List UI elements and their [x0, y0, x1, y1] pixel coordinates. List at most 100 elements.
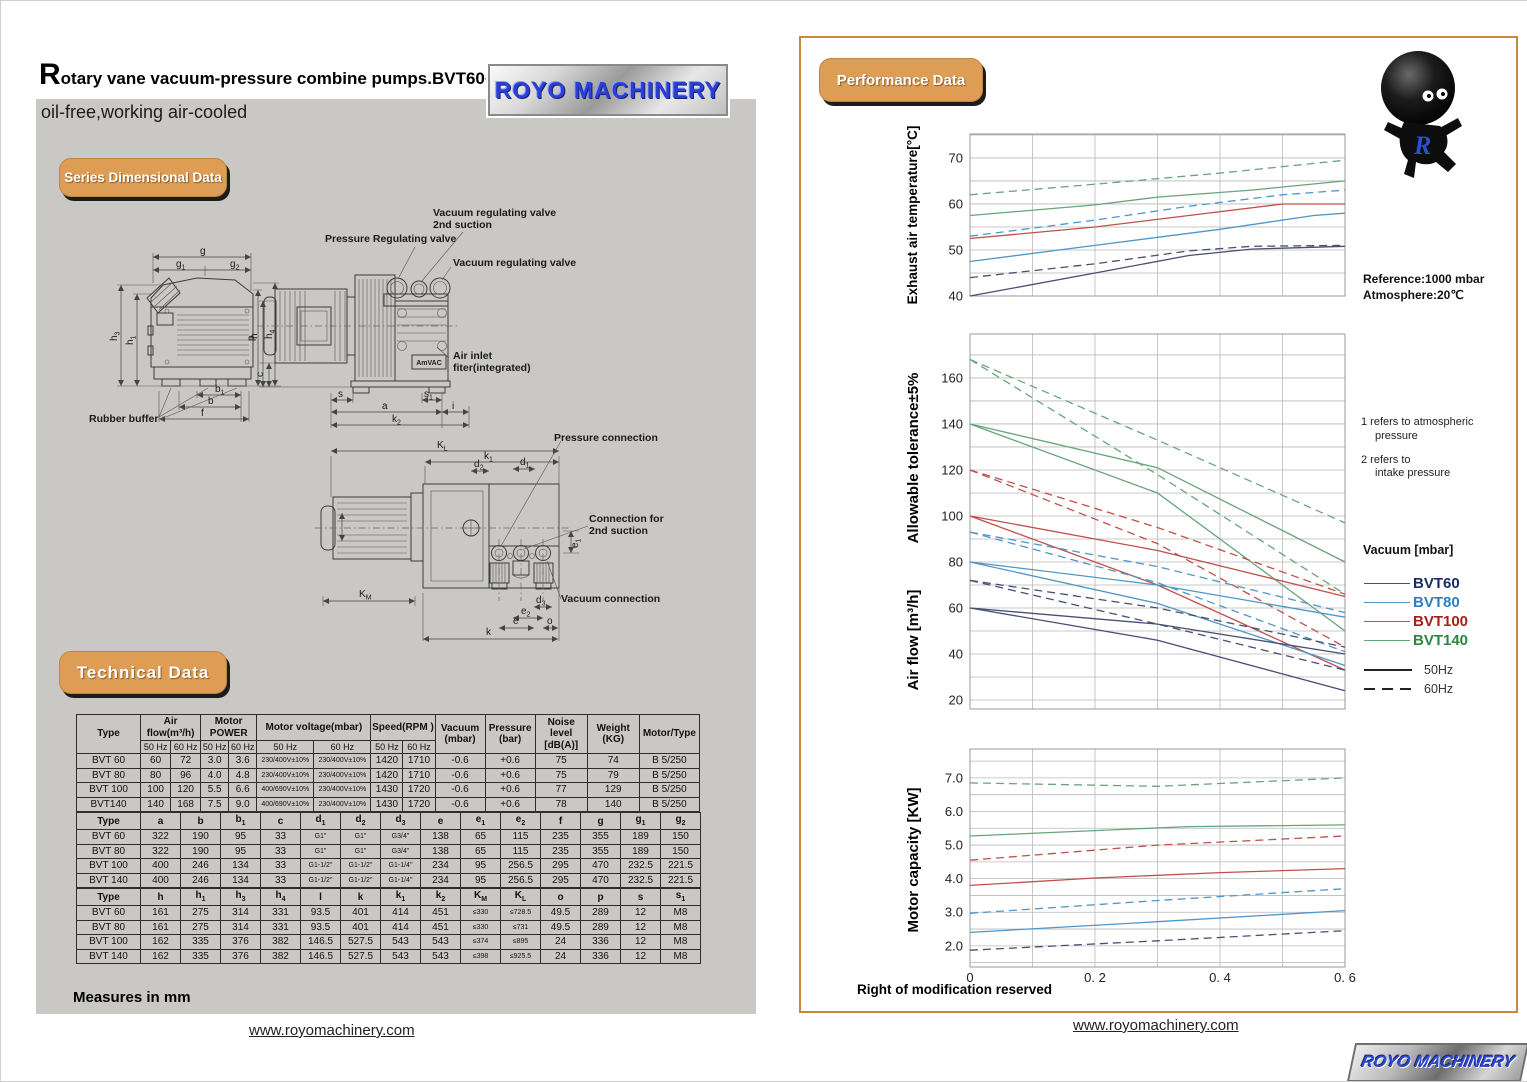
y-tick-label: 7.0 — [945, 770, 963, 785]
dimension-label: c — [255, 372, 266, 377]
table-cell: 336 — [580, 948, 621, 965]
table-cell: 162 — [140, 948, 181, 965]
table-cell: 1430 — [370, 782, 404, 798]
dimension-label: e1 — [570, 538, 583, 548]
table-cell: -0.6 — [434, 782, 486, 798]
website-link-left[interactable]: www.royomachinery.com — [249, 1022, 415, 1039]
table-cell: 146.5 — [300, 948, 341, 965]
table-cell: 75 — [534, 767, 588, 784]
table-cell: 9.0 — [228, 796, 258, 813]
dimension-label: e2 — [521, 606, 531, 619]
table-header-cell: d3 — [380, 812, 421, 831]
dimension-label: KL — [437, 440, 448, 453]
series-bvt140-60hz — [969, 159, 1346, 196]
table-row: BVT 60 322 190 95 33 G1" G1" G3/4" 138 65 115 235 35… — [76, 829, 701, 845]
table-cell: 150 — [660, 829, 701, 845]
table-cell: BVT 80 — [76, 843, 141, 860]
table-cell: 189 — [620, 843, 661, 860]
series-bvt80-60hz-curve1 — [969, 531, 1346, 614]
table-cell: M8 — [660, 905, 701, 921]
table-cell: 79 — [586, 767, 640, 784]
table-cell: G1-1/4" — [380, 872, 421, 889]
technical-data-header: Technical Data — [59, 651, 227, 694]
table-cell: 400/690V±10% — [256, 796, 315, 813]
dimension-label: k — [486, 627, 492, 638]
table-cell: BVT 60 — [75, 753, 142, 769]
series-bvt80-60hz — [969, 189, 1346, 237]
table-cell: 230/400V±10% — [313, 796, 372, 813]
dimension-label: h4 — [264, 329, 277, 339]
y-tick-label: 2.0 — [945, 938, 963, 953]
table-cell: 189 — [620, 829, 661, 845]
table-cell: 295 — [540, 858, 581, 874]
drawing-callout: 2nd suction — [589, 525, 648, 537]
y-tick-label: 20 — [949, 693, 963, 708]
table-header-cell: e — [420, 812, 461, 831]
table-header-cell: k2 — [420, 888, 461, 907]
table-cell: 401 — [340, 919, 381, 936]
table-header-cell: c — [260, 812, 301, 831]
table-row: BVT 80 80 96 4.0 4.8 230/400V±10% 230/400V±10%… — [75, 767, 701, 784]
table-cell: 95 — [460, 872, 501, 889]
website-link-right[interactable]: www.royomachinery.com — [1073, 1017, 1239, 1034]
y-tick-label: 100 — [941, 508, 963, 523]
table-row: BVT 140 162 335 376 382 146.5 527.5 543 543 ≤398 ≤… — [76, 948, 701, 965]
table-cell: 138 — [420, 829, 461, 845]
table-cell: 543 — [420, 934, 461, 950]
table-header-cell: k1 — [380, 888, 421, 907]
brand-logo-plate: ROYO MACHINERY — [488, 64, 728, 116]
table-header-cell: h1 — [180, 888, 221, 907]
series-bvt140-60hz-curve2 — [969, 358, 1346, 595]
table-cell: 355 — [580, 843, 621, 860]
table-cell: 322 — [140, 829, 181, 845]
table-cell: 146.5 — [300, 934, 341, 950]
table-cell: 230/400V±10% — [313, 767, 372, 784]
table-cell: BVT 100 — [76, 858, 141, 874]
table-header-cell: b — [180, 812, 221, 831]
table-cell: 1720 — [402, 782, 436, 798]
table-cell: B 5/250 — [638, 782, 701, 798]
table-cell: 470 — [580, 872, 621, 889]
table-cell: G1" — [340, 843, 381, 860]
table-cell: 77 — [534, 782, 588, 798]
page-subtitle: oil-free,working air-cooled — [41, 102, 248, 122]
drawing-callout: Vacuum connection — [561, 593, 660, 605]
table-header-cell: f — [540, 812, 581, 831]
table-cell: BVT 80 — [76, 919, 141, 936]
table-cell: -0.6 — [434, 753, 486, 769]
pump-top-view — [315, 440, 589, 642]
table-header-cell: KM — [460, 888, 501, 907]
table-cell: BVT 140 — [76, 872, 141, 889]
table-cell: 230/400V±10% — [256, 753, 315, 769]
table-cell: 3.6 — [228, 753, 258, 769]
table-header-cell: s1 — [660, 888, 701, 907]
table-cell: 93.5 — [300, 919, 341, 936]
legend-title: Vacuum [mbar] — [1363, 543, 1454, 557]
table-cell: 50 Hz — [370, 739, 404, 755]
table-cell: 230/400V±10% — [313, 782, 372, 798]
dimension-label: d3 — [536, 595, 546, 608]
table-cell: 331 — [260, 905, 301, 921]
table-cell: 400 — [140, 872, 181, 889]
table-cell: 93.5 — [300, 905, 341, 921]
table-cell: 5.5 — [200, 782, 230, 798]
dimension-label: KM — [359, 589, 372, 602]
brand-logo-bottom: ROYO MACHINERY — [1346, 1043, 1527, 1081]
series-bvt100-50hz-curve1 — [969, 515, 1346, 598]
performance-panel: Performance Data R 40 50 60 70 20 40 60 80 100 1… — [799, 36, 1518, 1013]
table-cell: 1720 — [402, 796, 436, 813]
table-cell: G1-1/2" — [340, 872, 381, 889]
table-row: BVT 100 100 120 5.5 6.6 400/690V±10% 230/400V±… — [75, 782, 701, 798]
table-cell: 129 — [586, 782, 640, 798]
table-cell: G3/4" — [380, 843, 421, 860]
legend-label: 50Hz — [1424, 662, 1454, 677]
legend-line-swatch — [1364, 668, 1412, 671]
modification-note: Right of modification reserved — [857, 982, 1053, 997]
table-cell: 234 — [420, 872, 461, 889]
legend-label: BVT100 — [1413, 613, 1469, 630]
table-cell: 60 Hz — [402, 739, 436, 755]
legend-label: BVT80 — [1413, 594, 1460, 611]
series-bvt140-50hz — [969, 180, 1346, 217]
table-cell: 190 — [180, 843, 221, 860]
y-tick-label: 60 — [949, 601, 963, 616]
